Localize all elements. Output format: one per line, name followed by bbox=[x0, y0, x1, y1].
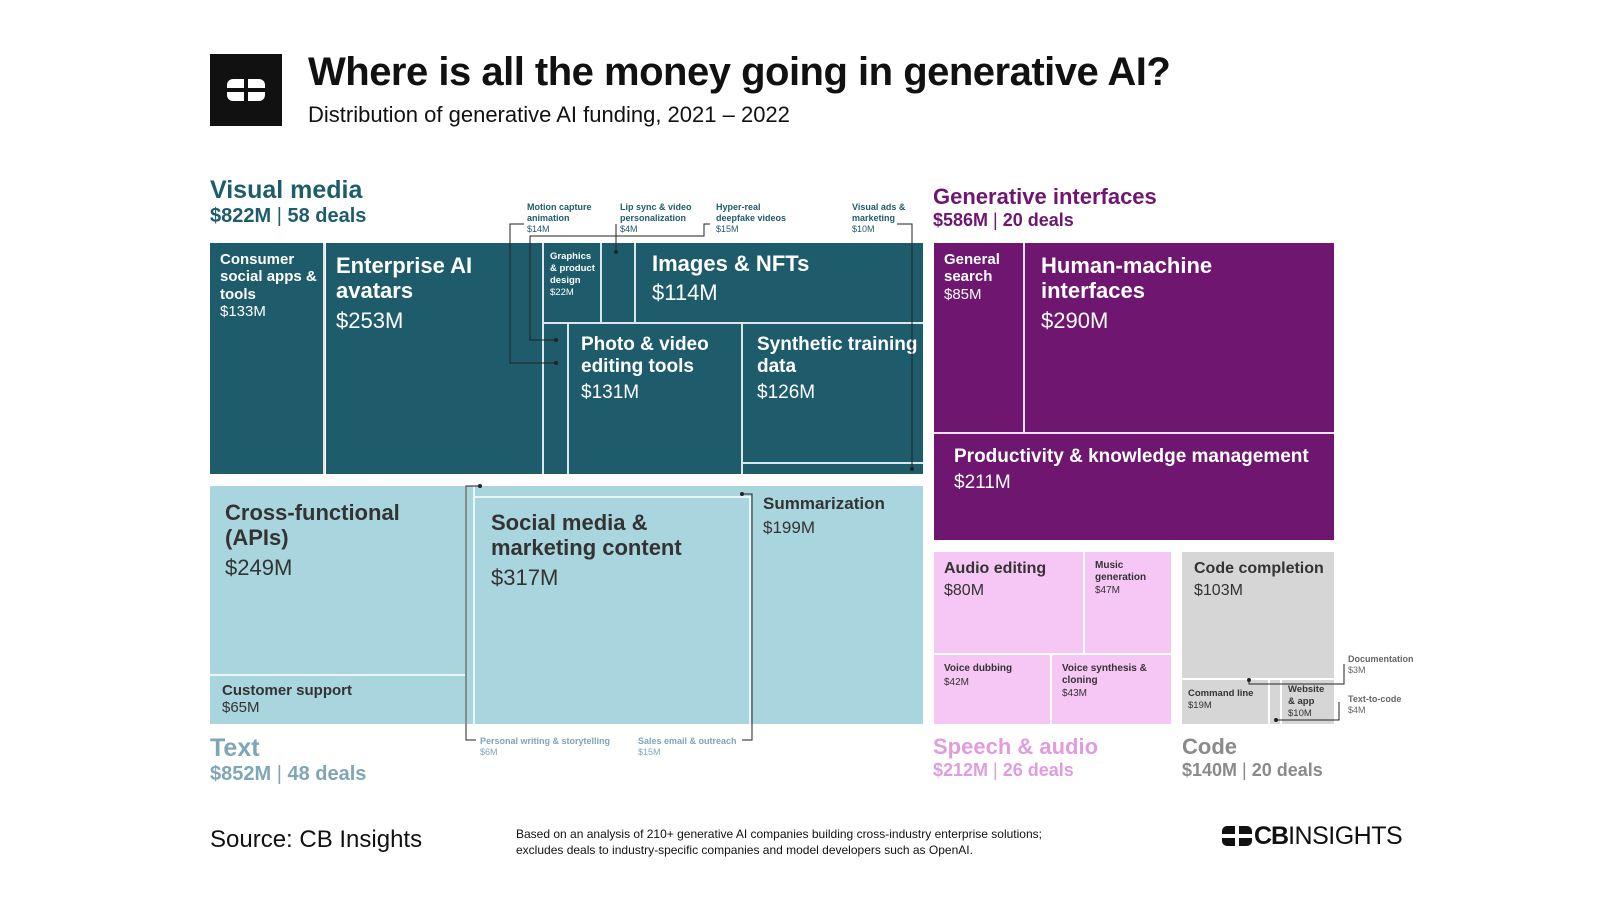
annotation-deepfake: Hyper-real deepfake videos $15M bbox=[716, 202, 787, 234]
treemap-cell-music-generation: Music generation $47M bbox=[1085, 552, 1171, 655]
annotation-motion-capture: Motion capture animation $14M bbox=[527, 202, 592, 234]
category-code: Code $140M | 20 deals bbox=[1182, 734, 1323, 781]
page-title: Where is all the money going in generati… bbox=[308, 50, 1171, 94]
category-generative-interfaces: Generative interfaces $586M | 20 deals bbox=[933, 184, 1157, 231]
treemap-cell-consumer-social-apps: Consumer social apps & tools $133M bbox=[210, 243, 325, 474]
category-summary: $852M | 48 deals bbox=[210, 763, 367, 785]
category-name: Generative interfaces bbox=[933, 184, 1157, 209]
footnote-text: Based on an analysis of 210+ generative … bbox=[516, 827, 1042, 858]
page-subtitle: Distribution of generative AI funding, 2… bbox=[308, 102, 790, 127]
annotation-documentation: Documentation $3M bbox=[1348, 654, 1414, 675]
cb-logo-icon bbox=[210, 54, 282, 126]
category-name: Speech & audio bbox=[933, 734, 1099, 759]
treemap-cell-voice-synthesis: Voice synthesis & cloning $43M bbox=[1052, 655, 1171, 724]
category-name: Visual media bbox=[210, 176, 363, 204]
category-summary: $586M | 20 deals bbox=[933, 210, 1074, 230]
treemap-cell-photo-video-editing: Photo & video editing tools $131M bbox=[569, 324, 743, 474]
treemap-cell-personal-writing-strip bbox=[467, 486, 475, 724]
annotation-lip-sync: Lip sync & video personalization $4M bbox=[620, 202, 692, 234]
treemap-cell-general-search: General search $85M bbox=[934, 243, 1025, 434]
treemap-cell-synthetic-training-data: Synthetic training data $126M bbox=[743, 324, 923, 464]
category-visual-media: Visual media $822M | 58 deals bbox=[210, 176, 366, 228]
treemap-cell-code-completion: Code completion $103M bbox=[1182, 552, 1334, 680]
treemap-cell-visual-ads-strip bbox=[743, 464, 923, 474]
treemap-cell-images-nfts: Images & NFTs $114M bbox=[636, 243, 923, 324]
treemap-cell-enterprise-ai-avatars: Enterprise AI avatars $253M bbox=[326, 243, 544, 474]
category-summary: $822M | 58 deals bbox=[210, 205, 367, 227]
treemap-cell-sales-email-strip bbox=[475, 486, 751, 498]
cb-brand-icon bbox=[1222, 826, 1252, 846]
treemap-cell-small-visual-2 bbox=[544, 324, 569, 474]
cbinsights-brand: CBINSIGHTS bbox=[1222, 822, 1403, 851]
treemap-cell-voice-dubbing: Voice dubbing $42M bbox=[934, 655, 1052, 724]
treemap-cell-productivity: Productivity & knowledge management $211M bbox=[934, 434, 1334, 540]
category-summary: $212M | 26 deals bbox=[933, 760, 1074, 780]
treemap-cell-text-to-code-strip bbox=[1270, 680, 1282, 724]
category-name: Text bbox=[210, 734, 260, 762]
category-speech-audio: Speech & audio $212M | 26 deals bbox=[933, 734, 1098, 781]
category-summary: $140M | 20 deals bbox=[1182, 760, 1323, 780]
treemap-cell-website-app: Website & app $10M bbox=[1282, 680, 1334, 724]
annotation-visual-ads: Visual ads & marketing $10M bbox=[852, 202, 906, 234]
category-name: Code bbox=[1182, 734, 1237, 759]
annotation-sales-email: Sales email & outreach $15M bbox=[638, 736, 737, 757]
treemap-cell-social-media-marketing: Social media & marketing content $317M bbox=[475, 498, 751, 724]
annotation-text-to-code: Text-to-code $4M bbox=[1348, 694, 1402, 715]
treemap-cell-customer-support: Customer support $65M bbox=[210, 676, 467, 724]
category-text: Text $852M | 48 deals bbox=[210, 734, 366, 786]
treemap-cell-command-line: Command line $19M bbox=[1182, 680, 1270, 724]
treemap-cell-cross-functional: Cross-functional (APIs) $249M bbox=[210, 486, 467, 676]
treemap-cell-graphics-product-design: Graphics & product design $22M bbox=[544, 243, 602, 324]
treemap-cell-summarization: Summarization $199M bbox=[751, 486, 923, 724]
treemap-cell-small-visual bbox=[602, 243, 636, 324]
annotation-personal-writing: Personal writing & storytelling $6M bbox=[480, 736, 611, 757]
treemap-cell-audio-editing: Audio editing $80M bbox=[934, 552, 1085, 655]
treemap-cell-human-machine-interfaces: Human-machine interfaces $290M bbox=[1025, 243, 1334, 434]
source-text: Source: CB Insights bbox=[210, 826, 423, 853]
